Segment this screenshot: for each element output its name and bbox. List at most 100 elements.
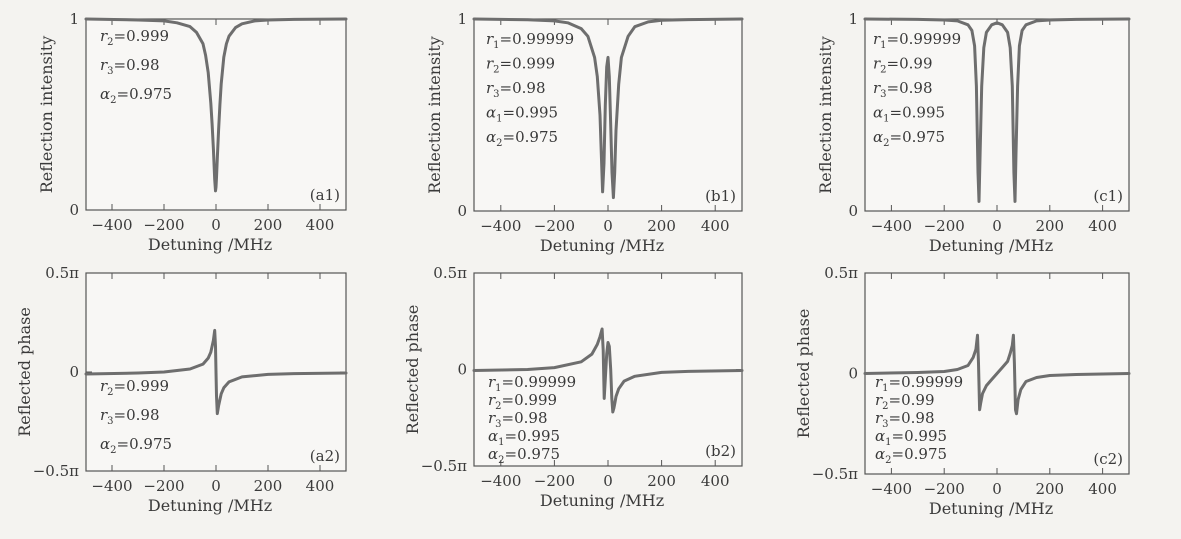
param-symbol: α <box>100 85 110 103</box>
panel-a1: −400 −200 0 200 400 0 1 Detuning /MHz Reflection… <box>37 10 348 254</box>
y-tick-label: 0 <box>457 202 467 220</box>
param-annotation: r2=0.999 <box>488 391 557 412</box>
x-axis-label: Detuning /MHz <box>148 235 272 254</box>
series-line <box>863 17 1131 203</box>
series-line <box>863 333 1131 416</box>
panel-b1: −400 −200 0 200 400 0 1 Detuning /MHz Reflection… <box>425 10 744 255</box>
param-annotation: r1=0.99999 <box>488 373 576 394</box>
y-tick-label: 0 <box>457 361 467 379</box>
param-subscript: 2 <box>110 445 116 456</box>
x-tick-label: 200 <box>1035 480 1064 498</box>
x-tick-label: −400 <box>480 472 521 490</box>
panel-tag: (c1) <box>1093 187 1123 205</box>
panel-tag: (a1) <box>310 186 340 204</box>
x-tick-label: 200 <box>254 477 283 495</box>
param-annotation: r1=0.99999 <box>875 373 963 394</box>
y-axis-label: Reflection intensity <box>37 36 56 194</box>
param-subscript: 2 <box>496 138 502 149</box>
param-annotation: α1=0.995 <box>486 104 558 125</box>
x-tick-label: −400 <box>871 480 912 498</box>
x-tick-label: 400 <box>701 217 730 235</box>
param-subscript: 2 <box>880 65 886 76</box>
x-tick-label: 200 <box>254 216 283 234</box>
param-annotation: r3=0.98 <box>873 79 933 100</box>
param-annotation: α2=0.975 <box>488 445 560 466</box>
plot-frame <box>864 18 1130 212</box>
series-line <box>472 327 744 414</box>
param-subscript: 1 <box>885 437 891 448</box>
y-tick-label: 0.5π <box>824 264 858 282</box>
y-axis-label: Reflected phase <box>794 309 813 439</box>
param-symbol: r <box>488 409 496 427</box>
param-symbol: r <box>873 30 881 48</box>
param-value: =0.975 <box>505 445 561 463</box>
param-symbol: α <box>873 128 883 146</box>
x-tick-label: 400 <box>1088 480 1117 498</box>
param-value: =0.975 <box>503 128 559 146</box>
x-tick-label: 200 <box>1035 217 1064 235</box>
param-symbol: α <box>486 104 496 122</box>
y-tick-label: 0 <box>69 363 79 381</box>
x-tick-label: −400 <box>480 217 521 235</box>
x-tick-label: 0 <box>211 216 221 234</box>
panel-c1: −400 −200 0 200 400 0 1 Detuning /MHz Reflection… <box>816 10 1131 255</box>
param-symbol: r <box>875 409 883 427</box>
x-tick-label: −200 <box>924 217 965 235</box>
x-axis-label: Detuning /MHz <box>929 499 1053 518</box>
param-annotation: r3=0.98 <box>875 409 935 430</box>
param-value: =0.98 <box>114 56 160 74</box>
param-subscript: 3 <box>495 419 501 430</box>
param-subscript: 2 <box>110 95 116 106</box>
param-annotation: r2=0.999 <box>486 55 555 76</box>
x-tick-label: −200 <box>143 477 184 495</box>
param-subscript: 1 <box>882 383 888 394</box>
param-annotation: α1=0.995 <box>488 427 560 448</box>
param-subscript: 2 <box>495 401 501 412</box>
param-subscript: 2 <box>885 455 891 466</box>
param-annotation: α2=0.975 <box>873 128 945 149</box>
x-axis-label: Detuning /MHz <box>929 236 1053 255</box>
param-subscript: 1 <box>880 40 886 51</box>
param-value: =0.999 <box>114 27 170 45</box>
param-subscript: 2 <box>107 387 113 398</box>
x-tick-label: 200 <box>647 217 676 235</box>
x-tick-label: −200 <box>143 216 184 234</box>
param-annotation: r1=0.99999 <box>873 30 961 51</box>
param-value: =0.975 <box>117 85 173 103</box>
param-symbol: α <box>875 445 885 463</box>
y-tick-label: 1 <box>457 10 467 28</box>
param-annotation: r3=0.98 <box>486 79 546 100</box>
param-value: =0.98 <box>887 79 933 97</box>
param-symbol: r <box>486 55 494 73</box>
x-tick-label: −200 <box>534 217 575 235</box>
param-subscript: 2 <box>107 37 113 48</box>
param-value: =0.98 <box>502 409 548 427</box>
param-symbol: r <box>100 56 108 74</box>
param-annotation: r3=0.98 <box>100 56 160 77</box>
param-value: =0.999 <box>500 55 556 73</box>
x-axis-label: Detuning /MHz <box>540 491 664 510</box>
panel-a2: −400 −200 0 200 400 −0.5π 0 0.5π Detuning /MHz Re… <box>15 264 348 515</box>
param-annotation: α1=0.995 <box>873 104 945 125</box>
param-value: =0.98 <box>500 79 546 97</box>
param-symbol: α <box>873 104 883 122</box>
param-annotation: r2=0.99 <box>873 55 933 76</box>
x-tick-label: −200 <box>534 472 575 490</box>
param-symbol: r <box>873 55 881 73</box>
panel-b2: −400 −200 0 200 400 −0.5π 0 0.5π Detuning /MHz Re… <box>403 264 744 510</box>
x-tick-label: 0 <box>603 472 613 490</box>
param-value: =0.99999 <box>887 30 962 48</box>
param-value: =0.99 <box>887 55 933 73</box>
panel-tag: (b1) <box>705 187 736 205</box>
param-symbol: r <box>875 391 883 409</box>
param-subscript: 3 <box>493 89 499 100</box>
param-value: =0.99999 <box>889 373 964 391</box>
param-value: =0.99999 <box>502 373 577 391</box>
y-axis-label: Reflected phase <box>403 305 422 435</box>
x-tick-label: −400 <box>91 216 132 234</box>
param-subscript: 3 <box>880 89 886 100</box>
param-annotation: α2=0.975 <box>875 445 947 466</box>
param-symbol: α <box>486 128 496 146</box>
param-annotation: α2=0.975 <box>486 128 558 149</box>
panel-tag: (c2) <box>1093 450 1123 468</box>
